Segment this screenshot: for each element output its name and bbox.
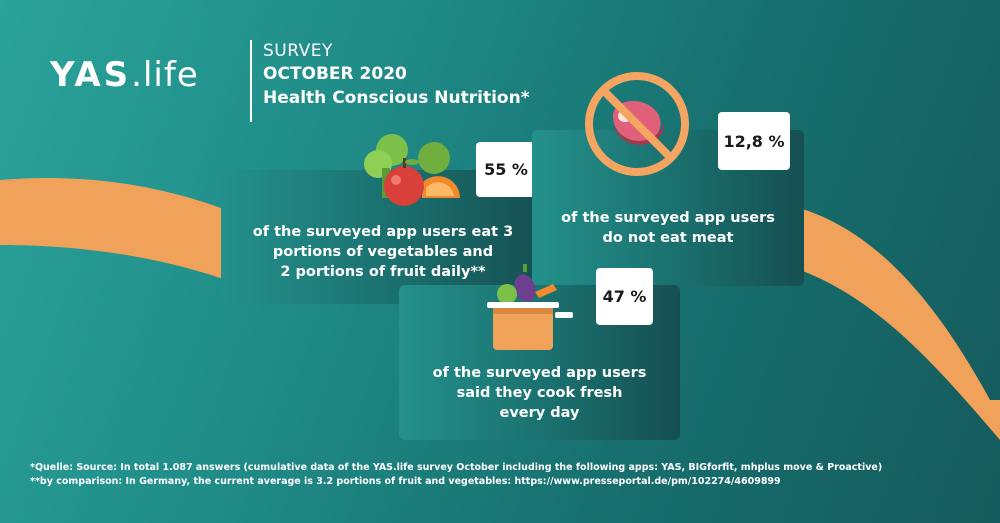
stat-badge-55: 55 % [476,142,536,197]
no-meat-icon [585,72,689,176]
header-divider [250,40,252,122]
fruit-vegetables-icon [364,134,460,206]
survey-header: SURVEY OCTOBER 2020 Health Conscious Nut… [263,40,530,110]
card-text: of the surveyed app users do not eat mea… [561,210,775,246]
card-text: of the surveyed app users said they cook… [432,365,647,421]
card-text: of the surveyed app users eat 3 portions… [252,224,514,280]
yas-life-logo: YAS.life [50,55,199,95]
survey-label: SURVEY [263,41,333,61]
stat-badge-47: 47 % [596,268,653,325]
footnote-source: *Quelle: Source: In total 1.087 answers … [30,462,883,473]
survey-topic: Health Conscious Nutrition* [263,88,530,108]
stat-badge-12-8: 12,8 % [718,112,790,170]
survey-date: OCTOBER 2020 [263,64,407,84]
cooking-pot-icon [487,264,573,350]
footnotes: *Quelle: Source: In total 1.087 answers … [30,461,882,489]
footnote-comparison: **by comparison: In Germany, the current… [30,476,781,487]
